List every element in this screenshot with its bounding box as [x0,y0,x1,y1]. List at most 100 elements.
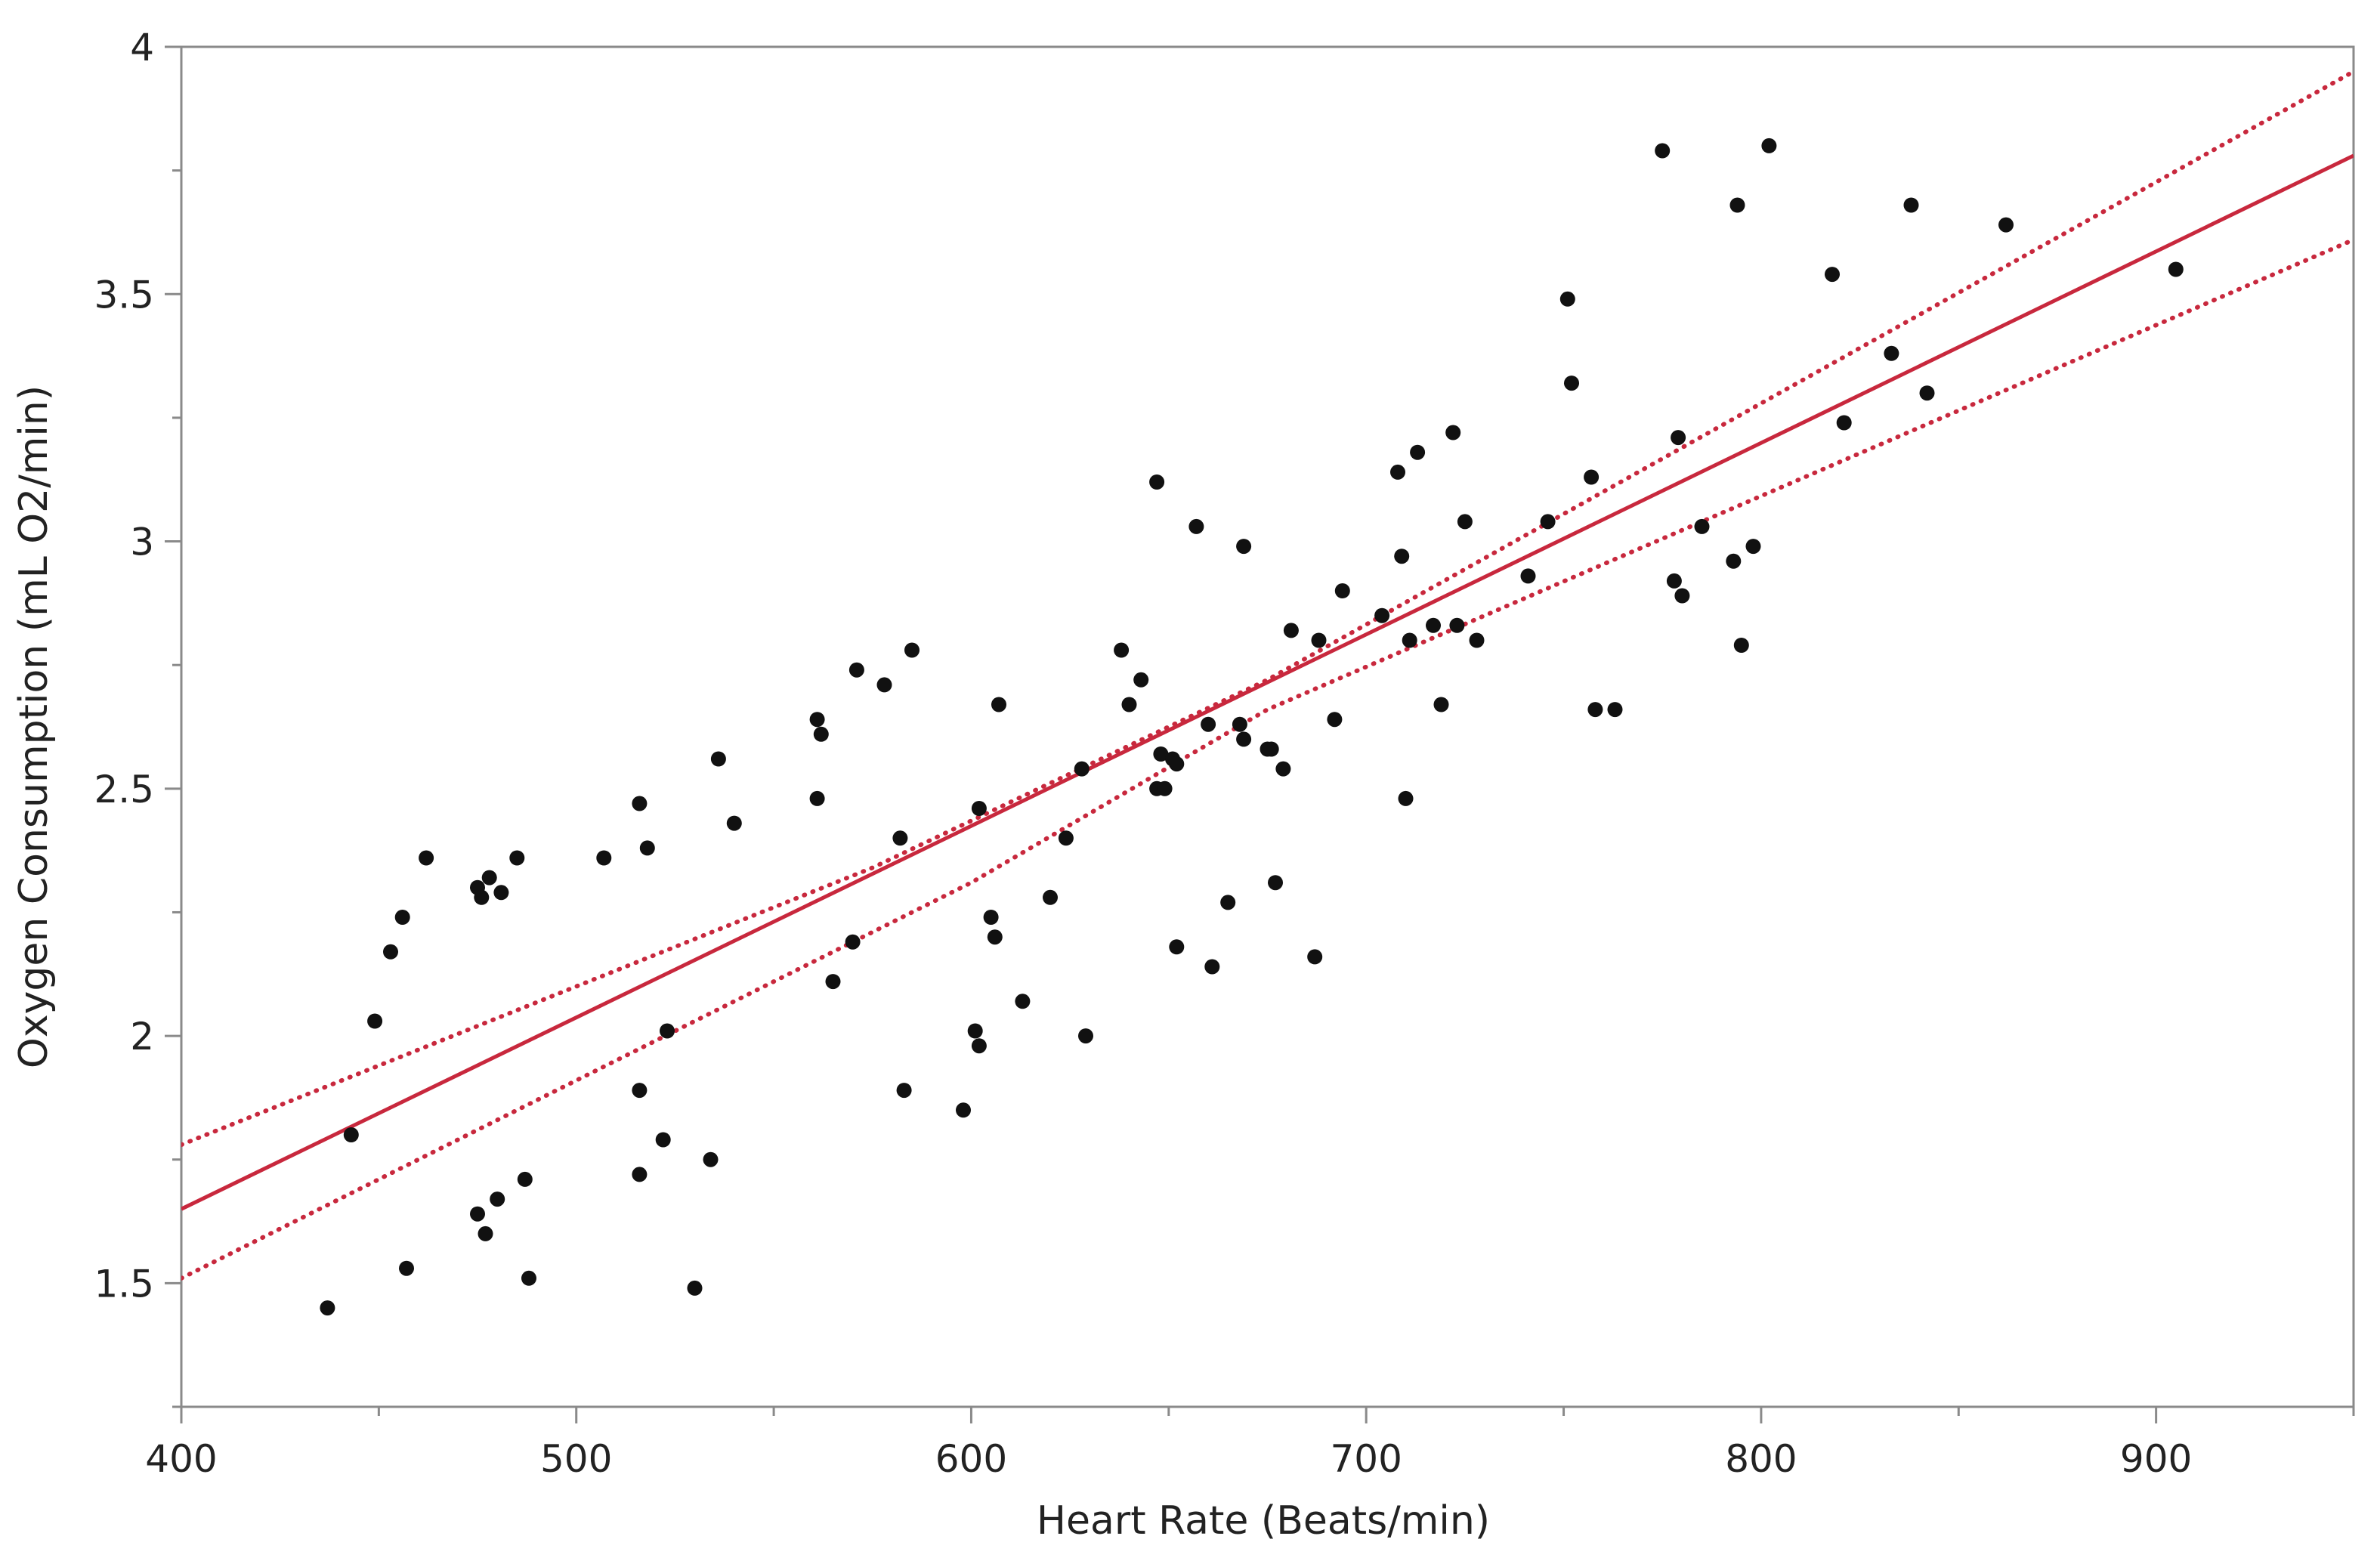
data-point [1074,761,1090,777]
data-point [632,1167,648,1182]
y-tick-label: 4 [130,26,154,70]
regression-line [181,153,2354,1211]
data-point [1564,376,1579,391]
y-axis-label: Oxygen Consumption (mL O2/min) [11,385,57,1068]
data-point [517,1171,533,1187]
data-point [1220,895,1236,910]
data-point [1540,514,1556,530]
data-point [1133,672,1149,688]
data-point [1015,994,1031,1009]
data-point [1884,345,1899,361]
x-tick-label: 700 [1330,1437,1402,1481]
data-point [1469,632,1485,648]
data-point [809,790,825,806]
data-point [896,1083,912,1099]
data-point [1607,702,1623,718]
confidence-upper [181,69,2354,1148]
data-point [1263,741,1279,757]
data-point [1327,712,1343,728]
data-point [493,885,509,901]
data-point [710,751,726,767]
data-point [1157,780,1173,796]
x-axis: 400 500 600 700 800 900 [145,1407,2355,1481]
y-tick-label: 1.5 [94,1262,154,1306]
data-point [478,1225,493,1241]
data-point [1078,1028,1093,1044]
data-point [1169,756,1185,772]
data-point [703,1151,719,1167]
data-point [1671,430,1686,446]
data-point [1402,632,1417,648]
data-point [1268,875,1283,891]
data-point [809,712,825,728]
data-point [967,1023,983,1039]
data-point [971,1038,987,1054]
data-point [1903,197,1919,213]
x-tick-label: 800 [1725,1437,1797,1481]
data-point [1666,573,1682,589]
data-point [1394,549,1410,564]
data-point [1655,143,1671,159]
data-point [632,796,648,811]
data-point [1398,790,1414,806]
data-point [1998,217,2014,233]
data-point [399,1260,414,1276]
data-point [1726,553,1742,569]
data-point [1201,716,1216,732]
data-point [632,1083,648,1099]
y-axis: 1.5 2 2.5 3 3.5 4 [94,26,181,1408]
data-point [1188,518,1204,534]
data-point [1694,518,1710,534]
x-tick-label: 900 [2120,1437,2192,1481]
data-point [383,944,398,960]
data-point [1058,830,1074,846]
data-point [1733,638,1749,653]
data-point [813,726,829,742]
data-point [655,1132,671,1148]
data-point [848,662,864,678]
y-tick-label: 2.5 [94,768,154,811]
data-point [1236,539,1252,555]
data-point [1334,583,1350,598]
data-point [474,889,490,905]
data-point [1674,588,1690,604]
data-point [1153,746,1169,762]
data-point [1410,444,1426,460]
data-point [825,974,841,990]
data-point [470,1206,485,1222]
x-axis-label: Heart Rate (Beats/min) [1037,1498,1490,1544]
x-tick-label: 600 [935,1437,1007,1481]
data-point [1520,568,1536,584]
data-point [892,830,908,846]
plot-area [180,45,2355,1408]
data-point [1307,949,1323,965]
data-point [1149,474,1165,490]
data-point [521,1270,536,1286]
data-point [956,1102,971,1118]
data-point [1043,889,1058,905]
data-point [971,801,987,816]
data-points [320,138,2184,1316]
data-point [1457,514,1473,530]
data-point [726,815,742,831]
data-point [481,870,497,885]
data-point [596,850,612,866]
data-point [991,697,1006,712]
data-point [1745,539,1761,555]
data-point [394,910,410,925]
x-tick-label: 500 [540,1437,612,1481]
data-point [1761,138,1777,153]
data-point [983,910,999,925]
data-point [1433,697,1449,712]
data-point [1374,607,1390,623]
data-point [1169,939,1185,955]
y-tick-label: 3.5 [94,273,154,317]
data-point [1283,623,1299,638]
data-point [2168,261,2184,277]
data-point [1204,959,1220,975]
data-point [1449,617,1465,633]
data-point [1236,731,1252,747]
data-point [1121,697,1137,712]
